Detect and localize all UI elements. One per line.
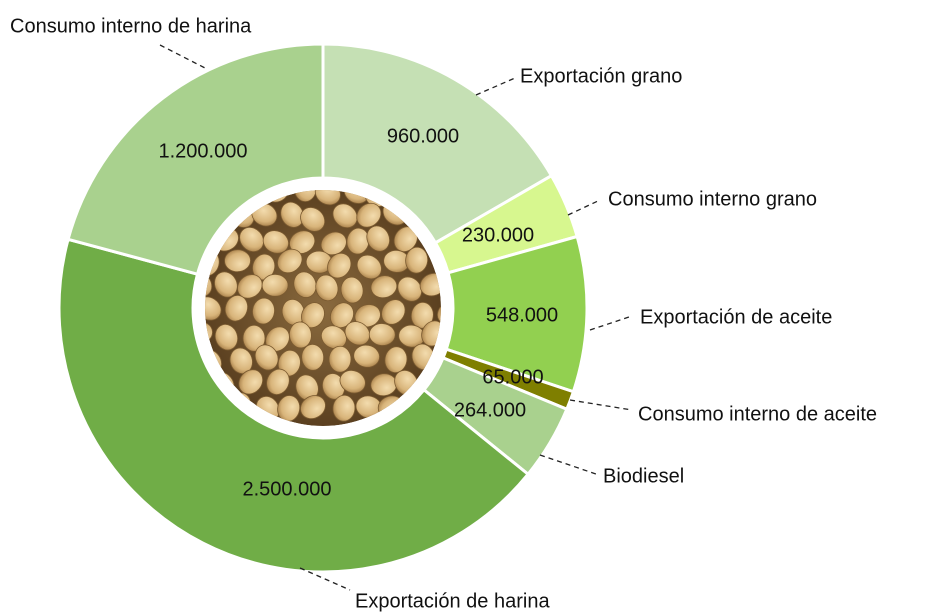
- leader-line: [160, 45, 205, 68]
- category-label: Consumo interno de aceite: [638, 403, 877, 425]
- bean: [262, 274, 288, 296]
- value-label: 2.500.000: [243, 478, 332, 500]
- leader-line: [568, 200, 600, 215]
- chart: 960.000 Exportación grano 230.000 Consumo i…: [0, 0, 951, 613]
- value-label: 230.000: [462, 224, 534, 246]
- bean: [329, 346, 352, 373]
- category-label: Exportación grano: [520, 65, 682, 87]
- leader-line: [540, 455, 596, 474]
- value-label: 548.000: [486, 304, 558, 326]
- value-label: 960.000: [387, 125, 459, 147]
- category-label: Biodiesel: [603, 465, 684, 487]
- category-label: Consumo interno grano: [608, 188, 817, 210]
- leader-line: [590, 316, 632, 330]
- category-label: Consumo interno de harina: [10, 15, 252, 37]
- bean: [224, 249, 251, 272]
- value-label: 264.000: [454, 399, 526, 421]
- leader-line: [570, 400, 632, 410]
- category-label: Exportación de harina: [355, 590, 550, 612]
- value-label: 1.200.000: [159, 140, 248, 162]
- value-label: 65.000: [482, 366, 543, 388]
- category-label: Exportación de aceite: [640, 306, 832, 328]
- leader-line: [476, 78, 515, 95]
